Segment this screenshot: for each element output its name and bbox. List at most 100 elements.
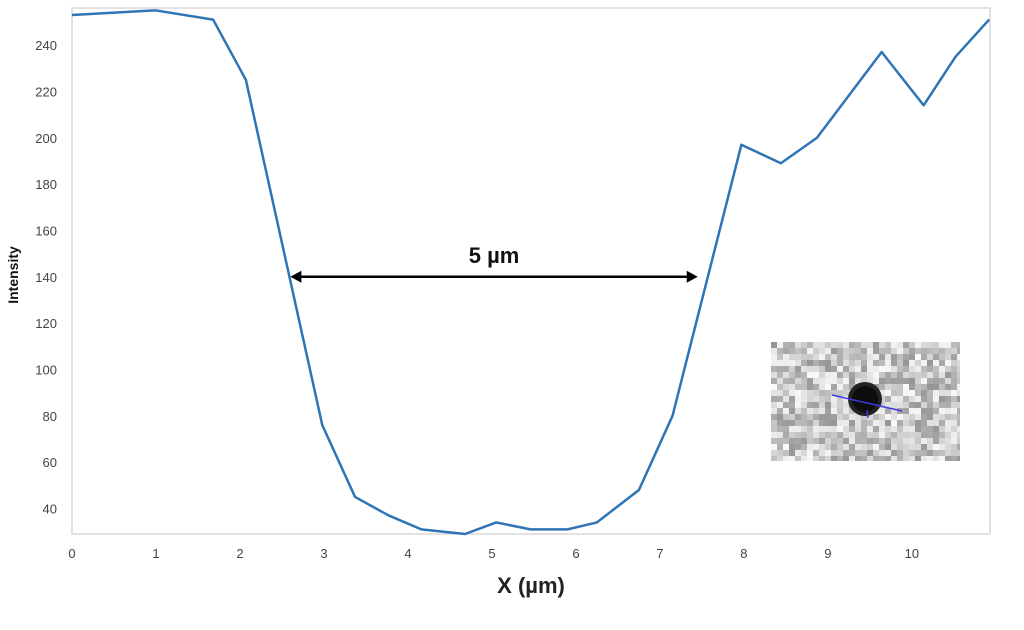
inset-pixel xyxy=(933,414,939,420)
inset-pixel xyxy=(897,360,903,366)
inset-pixel xyxy=(957,354,960,360)
inset-pixel xyxy=(771,456,777,461)
inset-pixel xyxy=(867,360,873,366)
inset-pixel xyxy=(825,420,831,426)
inset-pixel xyxy=(837,432,843,438)
inset-pixel xyxy=(957,432,960,438)
inset-pixel xyxy=(951,396,957,402)
inset-pixel xyxy=(861,348,867,354)
inset-pixel xyxy=(825,408,831,414)
inset-pixel xyxy=(957,456,960,461)
inset-pixel xyxy=(909,396,915,402)
inset-pixel xyxy=(903,390,909,396)
inset-pixel xyxy=(873,360,879,366)
inset-pixel xyxy=(861,432,867,438)
y-tick-label: 220 xyxy=(35,84,57,99)
inset-pixel xyxy=(861,444,867,450)
inset-pixel xyxy=(951,384,957,390)
inset-pixel xyxy=(957,360,960,366)
inset-pixel xyxy=(939,366,945,372)
inset-pixel xyxy=(945,348,951,354)
inset-pixel xyxy=(819,438,825,444)
inset-pixel xyxy=(837,360,843,366)
inset-pixel xyxy=(921,390,927,396)
inset-pixel xyxy=(849,420,855,426)
inset-pixel xyxy=(771,372,777,378)
inset-pixel xyxy=(927,384,933,390)
inset-pixel xyxy=(927,360,933,366)
inset-pixel xyxy=(915,366,921,372)
inset-pixel xyxy=(837,444,843,450)
inset-pixel xyxy=(945,432,951,438)
inset-pixel xyxy=(945,456,951,461)
inset-pixel xyxy=(921,378,927,384)
inset-pixel xyxy=(825,444,831,450)
inset-pixel xyxy=(777,360,783,366)
x-tick-label: 4 xyxy=(404,546,411,561)
inset-pixel xyxy=(879,348,885,354)
inset-pixel xyxy=(855,372,861,378)
inset-pixel xyxy=(783,432,789,438)
inset-pixel xyxy=(813,402,819,408)
inset-pixel xyxy=(957,426,960,432)
inset-pixel xyxy=(831,366,837,372)
inset-pixel xyxy=(885,360,891,366)
inset-pixel xyxy=(843,402,849,408)
inset-pixel xyxy=(957,396,960,402)
inset-pixel xyxy=(885,426,891,432)
inset-pixel xyxy=(831,456,837,461)
inset-pixel xyxy=(951,438,957,444)
inset-pixel xyxy=(795,354,801,360)
inset-pixel xyxy=(915,432,921,438)
inset-pixel xyxy=(849,456,855,461)
inset-pixel xyxy=(807,360,813,366)
inset-pixel xyxy=(777,402,783,408)
inset-pixel xyxy=(861,438,867,444)
inset-pixel xyxy=(801,354,807,360)
inset-pixel xyxy=(921,414,927,420)
inset-pixel xyxy=(849,342,855,348)
inset-pixel xyxy=(819,396,825,402)
inset-pixel xyxy=(873,426,879,432)
inset-pixel xyxy=(915,384,921,390)
inset-pixel xyxy=(879,426,885,432)
inset-pixel xyxy=(831,378,837,384)
inset-pixel xyxy=(813,354,819,360)
inset-pixel xyxy=(951,360,957,366)
inset-pixel xyxy=(771,348,777,354)
inset-pixel xyxy=(807,456,813,461)
inset-pixel xyxy=(783,354,789,360)
inset-pixel xyxy=(945,450,951,456)
inset-pixel xyxy=(945,402,951,408)
inset-pixel xyxy=(843,378,849,384)
inset-pixel xyxy=(885,378,891,384)
inset-pixel xyxy=(837,348,843,354)
inset-pixel xyxy=(951,420,957,426)
inset-pixel xyxy=(825,414,831,420)
inset-pixel xyxy=(795,426,801,432)
inset-pixel xyxy=(795,360,801,366)
inset-pixel xyxy=(783,402,789,408)
inset-pixel xyxy=(951,456,957,461)
inset-pixel xyxy=(831,372,837,378)
inset-pixel xyxy=(861,354,867,360)
inset-pixel xyxy=(771,366,777,372)
x-tick-label: 8 xyxy=(740,546,747,561)
inset-pixel xyxy=(885,348,891,354)
inset-pixel xyxy=(915,444,921,450)
inset-pixel xyxy=(861,456,867,461)
inset-pixel xyxy=(789,348,795,354)
inset-pixel xyxy=(897,390,903,396)
inset-pixel xyxy=(783,360,789,366)
inset-pixel xyxy=(873,366,879,372)
inset-pixel xyxy=(915,396,921,402)
inset-pixel xyxy=(873,378,879,384)
inset-pixel xyxy=(843,342,849,348)
inset-pixel xyxy=(939,360,945,366)
inset-pixel xyxy=(771,396,777,402)
inset-pixel xyxy=(909,378,915,384)
inset-pixel xyxy=(819,426,825,432)
inset-pixel xyxy=(843,384,849,390)
inset-pixel xyxy=(855,348,861,354)
inset-pixel xyxy=(825,432,831,438)
